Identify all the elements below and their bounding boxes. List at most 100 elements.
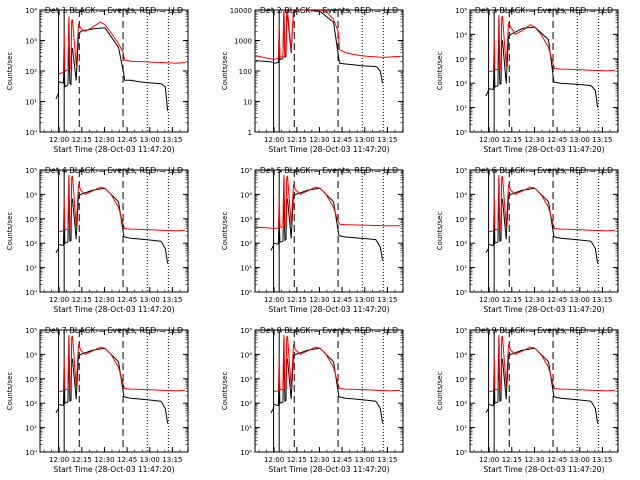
y-axis-label: Counts/sec: [6, 212, 14, 251]
plot-frame: [39, 9, 189, 133]
y-tick-label: 10⁴: [455, 351, 467, 359]
panel-title: Det 8 BLACK = Events, RED = LLD: [260, 326, 398, 335]
x-tick-label: 12:00: [49, 296, 69, 304]
events-rate-line: [55, 27, 169, 111]
panel-title: Det 6 BLACK = Events, RED = LLD: [475, 166, 613, 175]
x-tick-label: 12:15: [287, 136, 307, 144]
x-tick-label: 12:30: [94, 296, 114, 304]
x-axis-label: Start Time (28-Oct-03 11:47:20): [483, 145, 604, 154]
panel-title: Det 7 BLACK = Events, RED = LLD: [45, 326, 183, 335]
x-tick-label: 12:30: [524, 456, 544, 464]
y-tick-label: 10³: [455, 216, 467, 224]
y-tick-label: 10³: [240, 216, 252, 224]
lld-rate-line: [273, 334, 401, 393]
x-tick-label: 13:00: [140, 456, 160, 464]
y-tick-label: 10000: [230, 7, 252, 15]
x-tick-label: 12:15: [72, 456, 92, 464]
y-tick-label: 10⁰: [455, 449, 467, 457]
x-tick-label: 12:00: [264, 296, 284, 304]
events-rate-line: [55, 187, 169, 264]
lld-rate-line: [58, 334, 186, 393]
y-tick-label: 10⁵: [455, 7, 467, 15]
x-axis-label: Start Time (28-Oct-03 11:47:20): [268, 465, 389, 474]
y-tick-label: 10²: [240, 400, 252, 408]
y-tick-label: 10²: [455, 80, 467, 88]
y-tick-label: 100: [239, 68, 252, 76]
y-tick-label: 10²: [240, 240, 252, 248]
x-tick-label: 12:00: [479, 136, 499, 144]
events-rate-line: [270, 347, 384, 424]
y-tick-label: 10⁴: [25, 351, 37, 359]
x-tick-label: 12:45: [547, 136, 567, 144]
x-axis-label: Start Time (28-Oct-03 11:47:20): [268, 145, 389, 154]
x-tick-label: 12:45: [547, 296, 567, 304]
y-tick-label: 10⁵: [25, 327, 37, 335]
x-axis-label: Start Time (28-Oct-03 11:47:20): [483, 465, 604, 474]
y-axis-label: Counts/sec: [436, 212, 444, 251]
panel-title: Det 1 BLACK = Events, RED = LLD: [45, 6, 183, 15]
y-tick-label: 10⁴: [455, 31, 467, 39]
y-axis-label: Counts/sec: [6, 52, 14, 91]
y-tick-label: 10⁴: [455, 191, 467, 199]
y-tick-label: 10³: [25, 216, 37, 224]
x-tick-label: 12:15: [502, 136, 522, 144]
x-tick-label: 12:15: [287, 296, 307, 304]
x-tick-label: 13:15: [592, 136, 612, 144]
y-tick-label: 10¹: [455, 105, 467, 113]
y-tick-label: 10³: [455, 56, 467, 64]
y-tick-label: 10⁵: [240, 327, 252, 335]
x-tick-label: 13:15: [377, 136, 397, 144]
panel-title: Det 2 BLACK = Events, RED = LLD: [260, 6, 398, 15]
x-tick-label: 12:00: [49, 456, 69, 464]
lld-rate-line: [255, 174, 400, 229]
chart-panel-det-1: 10⁰ 10¹ 10² 10³ 10⁴ 12:00 12:15 12:30 12:45 13:00…: [6, 6, 189, 154]
x-tick-label: 13:15: [592, 296, 612, 304]
plot-frame: [254, 169, 404, 293]
lld-rate-line: [488, 14, 616, 73]
lld-rate-line: [58, 174, 186, 233]
y-tick-label: 10⁴: [25, 7, 37, 15]
y-tick-label: 1000: [234, 38, 252, 46]
x-tick-label: 13:15: [377, 296, 397, 304]
y-tick-label: 10³: [25, 38, 37, 46]
x-tick-label: 13:15: [162, 456, 182, 464]
events-rate-line: [485, 26, 599, 108]
lld-rate-line: [255, 10, 401, 60]
x-tick-label: 12:00: [264, 136, 284, 144]
events-rate-line: [55, 347, 169, 424]
y-tick-label: 10¹: [25, 425, 37, 433]
x-tick-label: 12:30: [309, 456, 329, 464]
x-tick-label: 12:45: [332, 296, 352, 304]
plot-frame: [469, 169, 619, 293]
y-axis-label: Counts/sec: [221, 212, 229, 251]
y-tick-label: 10⁵: [25, 167, 37, 175]
y-tick-label: 10²: [25, 400, 37, 408]
y-tick-label: 10⁵: [455, 167, 467, 175]
events-rate-line: [485, 347, 599, 424]
chart-panel-det-2: 1 10 100 1000 10000 12:00 12:15 12:30 12:45 13:00…: [221, 6, 404, 154]
x-axis-label: Start Time (28-Oct-03 11:47:20): [483, 305, 604, 314]
y-tick-label: 10¹: [455, 265, 467, 273]
plot-frame: [254, 329, 404, 453]
events-rate-line: [270, 187, 384, 261]
x-tick-label: 13:00: [355, 296, 375, 304]
y-tick-label: 10⁵: [455, 327, 467, 335]
panel-title: Det 5 BLACK = Events, RED = LLD: [260, 166, 398, 175]
lld-rate-line: [58, 16, 186, 75]
y-tick-label: 10⁰: [25, 449, 37, 457]
x-tick-label: 13:00: [570, 136, 590, 144]
x-tick-label: 12:30: [309, 296, 329, 304]
y-tick-label: 10⁴: [240, 351, 252, 359]
y-tick-label: 10³: [455, 376, 467, 384]
y-tick-label: 10¹: [240, 425, 252, 433]
x-tick-label: 13:00: [140, 296, 160, 304]
x-axis-label: Start Time (28-Oct-03 11:47:20): [53, 305, 174, 314]
y-tick-label: 10⁰: [240, 289, 252, 297]
x-tick-label: 12:15: [502, 296, 522, 304]
y-tick-label: 10⁵: [240, 167, 252, 175]
x-tick-label: 12:45: [117, 136, 137, 144]
